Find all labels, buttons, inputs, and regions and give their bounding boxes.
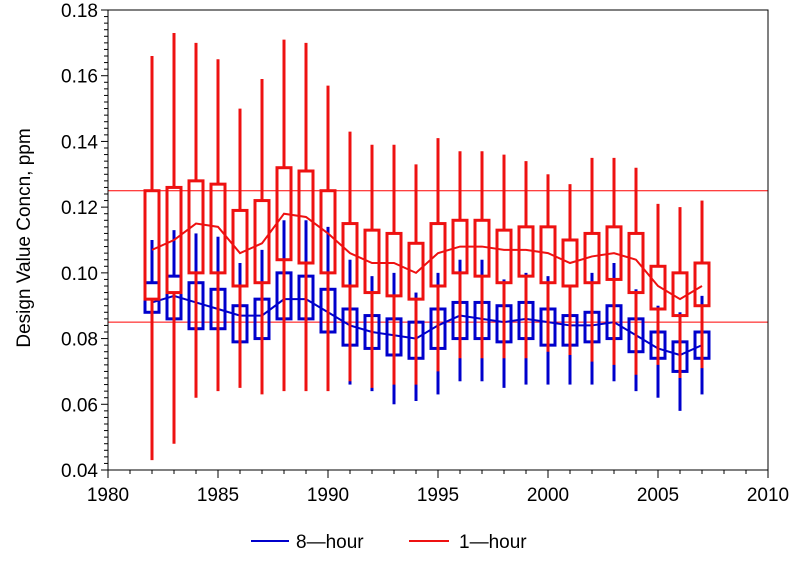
y-tick-label: 0.10 (61, 264, 98, 285)
y-tick-label: 0.16 (61, 67, 98, 88)
legend-label-8-hour: 8—hour (296, 532, 364, 553)
box (253, 199, 271, 285)
box (187, 179, 205, 275)
plot-marks (108, 33, 768, 461)
y-axis-title: Design Value Concn, ppm (14, 128, 35, 347)
median-line (151, 294, 703, 357)
series-8-hour (143, 220, 711, 411)
series-1-hour (143, 33, 711, 461)
y-tick-label: 0.08 (61, 330, 98, 351)
x-tick-label: 1995 (417, 485, 459, 506)
y-tick-label: 0.12 (61, 198, 98, 219)
x-tick-label: 1980 (87, 485, 129, 506)
y-tick-label: 0.14 (61, 132, 98, 153)
y-tick-label: 0.06 (61, 395, 98, 416)
box (165, 185, 183, 295)
box (539, 225, 557, 285)
box (429, 222, 447, 288)
box (561, 238, 579, 288)
legend: 8—hour 1—hour (251, 532, 527, 553)
x-tick-label: 1990 (307, 485, 349, 506)
box (143, 189, 161, 301)
x-tick-label: 1985 (197, 485, 239, 506)
x-tick-label: 2000 (527, 485, 569, 506)
box (363, 228, 381, 295)
box (407, 241, 425, 301)
y-tick-label: 0.18 (61, 1, 98, 22)
box (319, 189, 337, 275)
box (275, 166, 293, 262)
box (605, 225, 623, 281)
box (495, 228, 513, 285)
box (341, 222, 359, 288)
box (693, 261, 711, 308)
box (297, 169, 315, 265)
box (649, 264, 667, 311)
box (231, 208, 249, 288)
x-tick-label: 2005 (637, 485, 679, 506)
box (671, 271, 689, 318)
median-line (151, 212, 703, 301)
plot-frame (107, 9, 769, 471)
y-axis: 0.04 0.06 0.08 0.10 0.12 0.14 0.16 0.18 (61, 1, 108, 482)
y-tick-label: 0.04 (61, 461, 98, 482)
box (209, 182, 227, 275)
x-tick-label: 2010 (747, 485, 789, 506)
box (385, 231, 403, 298)
x-axis: 1980 1985 1990 1995 2000 2005 2010 (87, 469, 789, 506)
legend-label-1-hour: 1—hour (459, 532, 527, 553)
box (627, 231, 645, 295)
